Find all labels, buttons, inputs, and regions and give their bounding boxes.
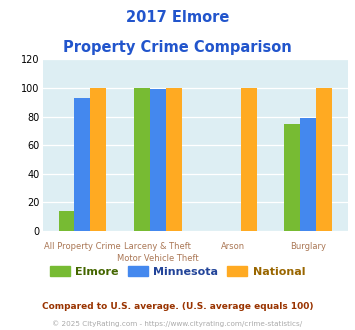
Bar <box>59 211 75 231</box>
Bar <box>284 124 300 231</box>
Text: Larceny & Theft
Motor Vehicle Theft: Larceny & Theft Motor Vehicle Theft <box>117 242 198 263</box>
Bar <box>300 118 316 231</box>
Bar <box>134 88 150 231</box>
Bar <box>165 88 181 231</box>
Text: © 2025 CityRating.com - https://www.cityrating.com/crime-statistics/: © 2025 CityRating.com - https://www.city… <box>53 321 302 327</box>
Legend: Elmore, Minnesota, National: Elmore, Minnesota, National <box>45 262 310 281</box>
Bar <box>150 89 165 231</box>
Text: Compared to U.S. average. (U.S. average equals 100): Compared to U.S. average. (U.S. average … <box>42 302 313 311</box>
Bar <box>316 88 332 231</box>
Text: 2017 Elmore: 2017 Elmore <box>126 10 229 25</box>
Text: Burglary: Burglary <box>290 242 326 251</box>
Bar <box>241 88 257 231</box>
Bar <box>75 98 91 231</box>
Text: Arson: Arson <box>221 242 245 251</box>
Bar <box>91 88 106 231</box>
Text: Property Crime Comparison: Property Crime Comparison <box>63 40 292 54</box>
Text: All Property Crime: All Property Crime <box>44 242 121 251</box>
